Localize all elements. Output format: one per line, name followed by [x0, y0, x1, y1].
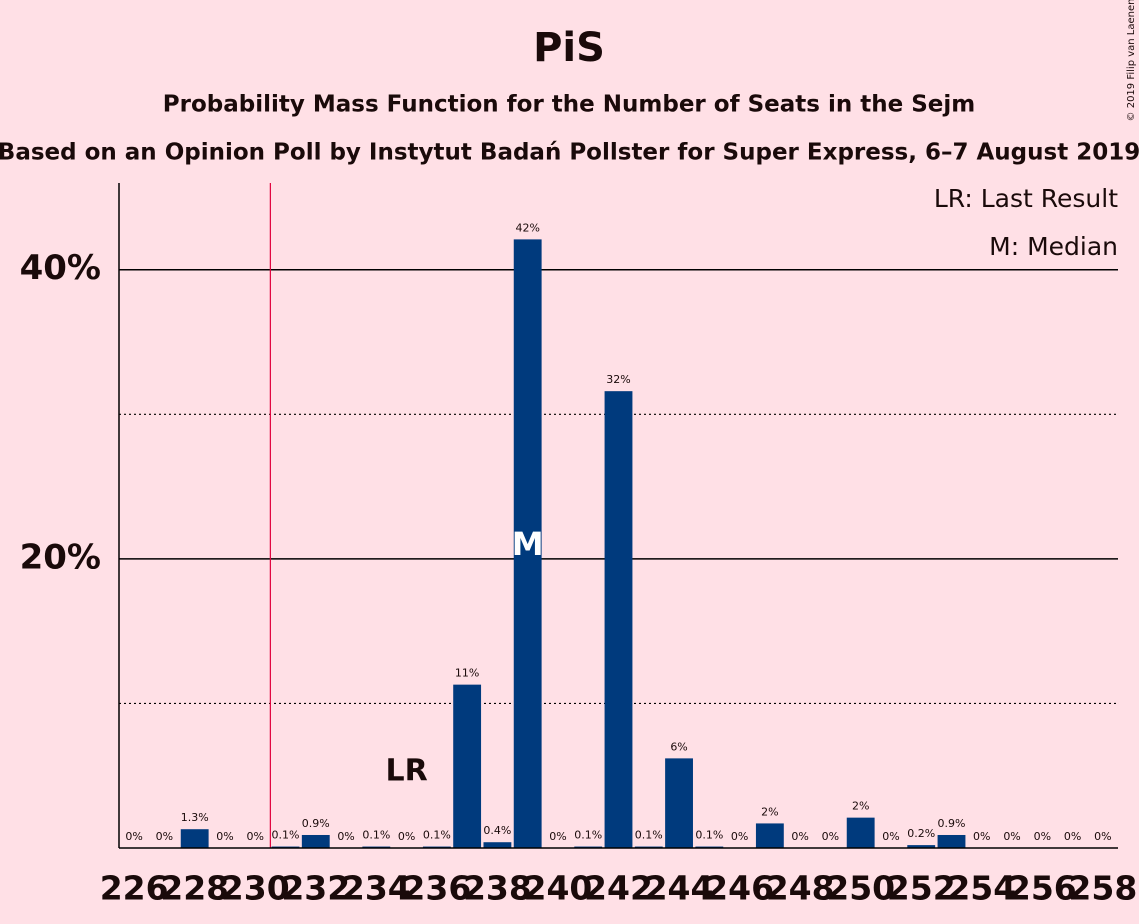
- legend-median: M: Median: [989, 232, 1118, 261]
- x-tick-label: 228: [160, 869, 229, 908]
- value-label: 2%: [852, 800, 869, 813]
- value-label: 0.1%: [695, 829, 723, 842]
- x-tick-label: 242: [584, 869, 653, 908]
- x-tick-label: 256: [1008, 869, 1077, 908]
- x-tick-label: 232: [281, 869, 350, 908]
- x-tick-label: 244: [645, 869, 714, 908]
- x-tick-label: 254: [947, 869, 1016, 908]
- value-label: 0%: [1064, 830, 1081, 843]
- value-label: 0.4%: [483, 824, 511, 837]
- value-label: 0%: [791, 830, 808, 843]
- bar: [907, 845, 936, 848]
- value-label: 0%: [398, 830, 415, 843]
- value-label: 0%: [156, 830, 173, 843]
- chart-title: PiS: [533, 25, 605, 71]
- bar: [180, 829, 209, 848]
- value-label: 11%: [455, 667, 479, 680]
- x-tick-label: 236: [402, 869, 471, 908]
- bar: [301, 834, 330, 848]
- value-label: 0.1%: [272, 829, 300, 842]
- value-label: 0%: [1003, 830, 1020, 843]
- x-tick-label: 240: [524, 869, 593, 908]
- last-result-marker: LR: [385, 754, 427, 789]
- value-label: 0%: [822, 830, 839, 843]
- x-tick-label: 226: [100, 869, 169, 908]
- y-tick-label: 20%: [20, 537, 101, 577]
- value-label: 0.1%: [635, 829, 663, 842]
- value-label: 0%: [216, 830, 233, 843]
- x-tick-label: 246: [705, 869, 774, 908]
- x-tick-label: 250: [826, 869, 895, 908]
- value-label: 0%: [247, 830, 264, 843]
- bar: [483, 842, 512, 848]
- chart-subtitle: Probability Mass Function for the Number…: [163, 92, 975, 118]
- value-label: 0.1%: [574, 829, 602, 842]
- value-label: 0.1%: [423, 829, 451, 842]
- value-label: 0.9%: [302, 817, 330, 830]
- x-tick-label: 238: [463, 869, 532, 908]
- bar: [604, 391, 633, 848]
- value-label: 0%: [973, 830, 990, 843]
- bar: [937, 834, 966, 848]
- bar: [453, 684, 482, 848]
- x-tick-label: 252: [887, 869, 956, 908]
- x-tick-label: 248: [766, 869, 835, 908]
- value-label: 0.2%: [907, 827, 935, 840]
- bar: [755, 823, 784, 848]
- legend-last-result: LR: Last Result: [934, 184, 1118, 213]
- value-label: 6%: [670, 740, 687, 753]
- value-label: 0.1%: [362, 829, 390, 842]
- bar: [665, 758, 693, 848]
- median-marker: M: [512, 525, 544, 563]
- value-label: 0%: [731, 830, 748, 843]
- bar: [513, 239, 542, 848]
- value-label: 1.3%: [181, 811, 209, 824]
- value-label: 0%: [337, 830, 354, 843]
- value-label: 0%: [1034, 830, 1051, 843]
- copyright: © 2019 Filip van Laenen: [1126, 0, 1137, 121]
- value-label: 42%: [515, 221, 539, 234]
- value-label: 0%: [125, 830, 142, 843]
- value-label: 0%: [882, 830, 899, 843]
- x-tick-label: 258: [1068, 869, 1137, 908]
- x-tick-label: 234: [342, 869, 411, 908]
- chart-description: Based on an Opinion Poll by Instytut Bad…: [0, 140, 1139, 166]
- y-tick-label: 40%: [20, 248, 101, 288]
- bar: [846, 817, 875, 848]
- value-label: 32%: [606, 373, 630, 386]
- value-label: 0%: [1094, 830, 1111, 843]
- value-label: 0.9%: [938, 817, 966, 830]
- value-label: 2%: [761, 805, 778, 818]
- x-tick-label: 230: [221, 869, 290, 908]
- value-label: 0%: [549, 830, 566, 843]
